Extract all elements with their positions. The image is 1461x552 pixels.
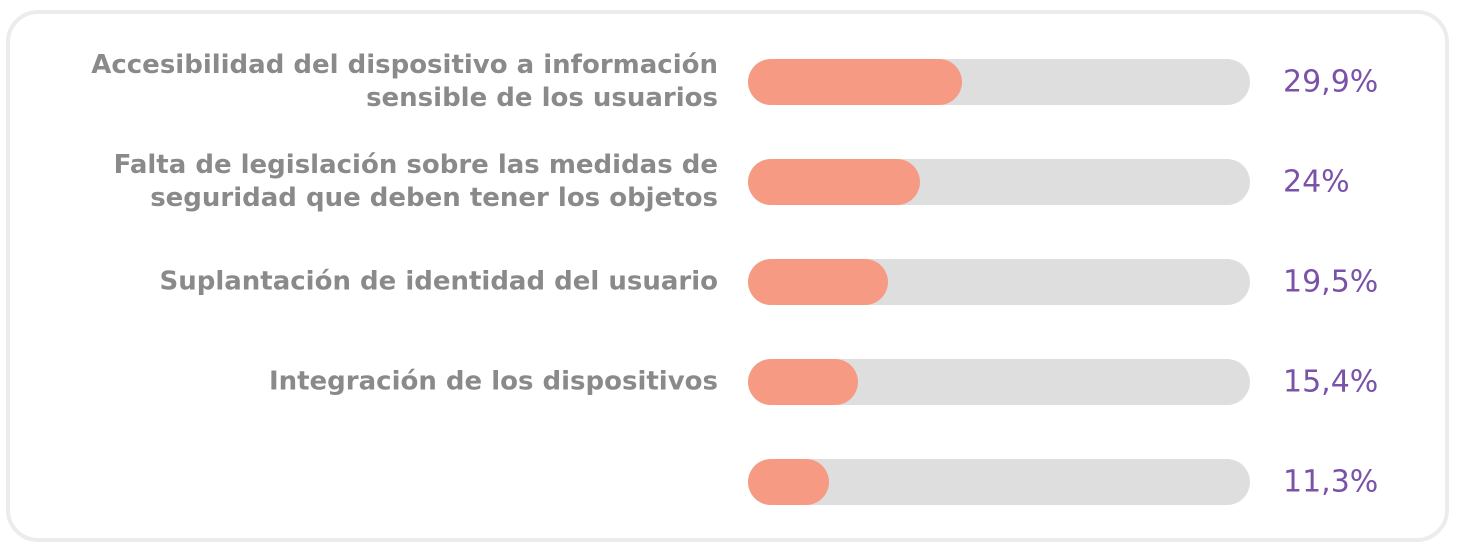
category-label: Falta de legislación sobre las medidas d…: [113, 150, 718, 213]
value-label: 24%: [1283, 164, 1350, 200]
value-label: 29,9%: [1283, 64, 1379, 100]
bar: [748, 59, 963, 105]
bar: [748, 459, 830, 505]
value-label: 19,5%: [1283, 264, 1379, 300]
value-label: 11,3%: [1283, 464, 1379, 500]
bar: [748, 359, 859, 405]
bar: [748, 259, 888, 305]
bar-track: [748, 459, 1250, 505]
category-label: Suplantación de identidad del usuario: [159, 266, 718, 297]
category-label: Integración de los dispositivos: [268, 366, 718, 397]
category-label: Accesibilidad del dispositivo a informac…: [91, 50, 718, 113]
bar: [748, 159, 921, 205]
card: [6, 10, 1449, 542]
value-label: 15,4%: [1283, 364, 1379, 400]
